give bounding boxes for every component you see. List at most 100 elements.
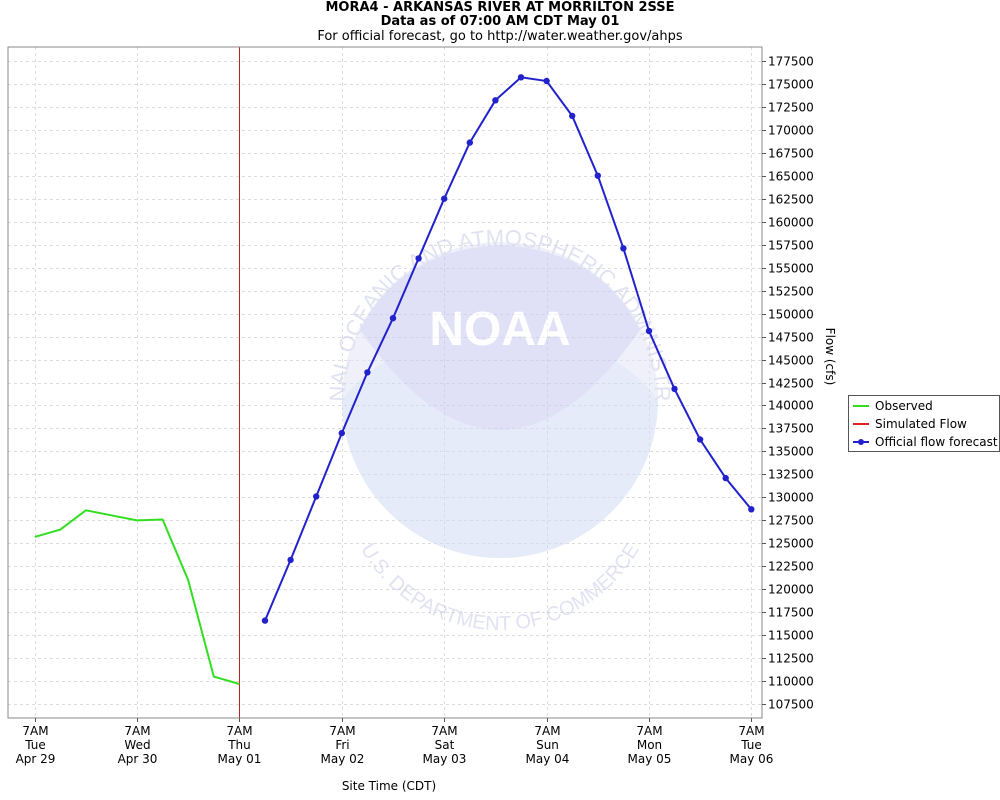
y-tick-label: 145000	[768, 354, 814, 368]
y-tick-label: 177500	[768, 55, 814, 69]
x-tick-label: 7AM	[329, 724, 355, 738]
forecast-data-point	[261, 617, 269, 624]
y-tick-label: 112500	[768, 652, 814, 666]
forecast-data-point	[287, 556, 294, 564]
forecast-data-point	[364, 369, 371, 376]
legend-item-observed: Observed	[853, 397, 933, 415]
y-tick-label: 172500	[768, 101, 814, 115]
y-tick-label: 140000	[768, 399, 814, 413]
x-tick-label: May 01	[218, 752, 262, 766]
y-tick-label: 115000	[768, 629, 814, 643]
x-tick-label: May 05	[628, 752, 672, 766]
y-tick-label: 135000	[768, 445, 814, 459]
axes: 107500 110000 112500 115000 117500 120000 1225…	[7, 46, 837, 793]
forecast-data-point	[671, 385, 678, 393]
legend-swatch-observed	[853, 397, 869, 415]
forecast-data-point	[313, 493, 320, 500]
y-tick-label: 127500	[768, 514, 814, 528]
x-tick-label: May 06	[730, 752, 774, 766]
y-tick-label: 132500	[768, 468, 814, 482]
forecast-data-point	[645, 327, 653, 335]
legend-marker	[858, 439, 864, 445]
y-axis-label: Flow (cfs)	[823, 328, 837, 386]
x-tick-label: Apr 29	[16, 752, 56, 766]
noaa-logo-text: NOAA	[429, 303, 570, 356]
x-tick-label: May 02	[321, 752, 365, 766]
legend-line	[853, 405, 869, 407]
chart-legend: Observed Simulated Flow Official flow fore…	[848, 395, 1000, 452]
x-tick-label: May 03	[423, 752, 467, 766]
forecast-data-point	[620, 245, 627, 252]
y-tick-label: 165000	[768, 170, 814, 184]
forecast-link-note: For official forecast, go to http://wate…	[317, 29, 683, 44]
forecast-data-point	[569, 112, 576, 120]
legend-line	[853, 423, 869, 425]
forecast-data-point	[441, 195, 448, 202]
y-tick-label: 142500	[768, 377, 814, 391]
x-tick-label: Sun	[536, 738, 559, 752]
x-tick-label: May 04	[526, 752, 570, 766]
legend-label: Official flow forecast	[875, 435, 998, 449]
forecast-data-point	[748, 506, 755, 513]
y-tick-label: 170000	[768, 124, 814, 138]
legend-item-simulated: Simulated Flow	[853, 415, 967, 433]
x-tick-label: Apr 30	[118, 752, 158, 766]
observed-series-line	[34, 509, 240, 685]
x-tick-label: 7AM	[738, 724, 764, 738]
legend-item-forecast: Official flow forecast	[853, 433, 998, 451]
legend-swatch-simulated	[853, 415, 869, 433]
forecast-series-line	[264, 76, 753, 621]
y-tick-label: 162500	[768, 193, 814, 207]
forecast-data-point	[338, 429, 345, 437]
y-tick-label: 110000	[768, 675, 814, 689]
y-tick-label: 150000	[768, 308, 814, 322]
y-tick-label: 155000	[768, 262, 814, 276]
x-tick-label: Thu	[227, 738, 251, 752]
forecast-data-point	[415, 255, 422, 262]
y-tick-label: 122500	[768, 560, 814, 574]
noaa-watermark: NOAA NATIONAL OCEANIC AND ATMOSPHERIC AD…	[0, 0, 675, 635]
chart-title: MORA4 - ARKANSAS RIVER AT MORRILTON 2SSE	[325, 0, 675, 15]
x-axis-label: Site Time (CDT)	[342, 779, 436, 793]
y-tick-label: 157500	[768, 239, 814, 253]
y-tick-label: 160000	[768, 216, 814, 230]
y-tick-label: 167500	[768, 147, 814, 161]
y-tick-label: 147500	[768, 331, 814, 345]
x-tick-label: 7AM	[124, 724, 150, 738]
legend-label: Simulated Flow	[875, 417, 967, 431]
forecast-data-point	[594, 172, 601, 179]
legend-swatch-forecast	[853, 433, 869, 451]
x-tick-label: 7AM	[431, 724, 457, 738]
y-tick-label: 175000	[768, 78, 814, 92]
x-tick-label: 7AM	[22, 724, 48, 738]
x-tick-label: Tue	[740, 738, 762, 752]
y-tick-label: 117500	[768, 606, 814, 620]
forecast-data-point	[517, 74, 525, 81]
x-tick-label: 7AM	[534, 724, 560, 738]
x-tick-label: Tue	[24, 738, 46, 752]
y-tick-label: 137500	[768, 422, 814, 436]
x-tick-label: 7AM	[226, 724, 252, 738]
legend-label: Observed	[875, 399, 933, 413]
data-series	[34, 47, 755, 718]
forecast-data-point	[389, 315, 397, 322]
y-tick-label: 107500	[768, 698, 814, 712]
x-tick-label: Wed	[124, 738, 150, 752]
forecast-data-point	[466, 139, 473, 146]
y-tick-label: 152500	[768, 285, 814, 299]
x-tick-label: Mon	[637, 738, 662, 752]
y-tick-label: 120000	[768, 583, 814, 597]
x-tick-label: Fri	[335, 738, 349, 752]
forecast-data-point	[543, 77, 550, 85]
y-tick-label: 130000	[768, 491, 814, 505]
chart-subtitle: Data as of 07:00 AM CDT May 01	[380, 14, 620, 29]
y-tick-label: 125000	[768, 537, 814, 551]
x-tick-label: 7AM	[636, 724, 662, 738]
x-tick-label: Sat	[435, 738, 455, 752]
chart-header: MORA4 - ARKANSAS RIVER AT MORRILTON 2SSE…	[0, 0, 1000, 45]
forecast-data-point	[722, 474, 729, 482]
forecast-data-point	[696, 436, 704, 443]
forecast-data-point	[492, 97, 499, 104]
plot-frame	[7, 46, 763, 719]
